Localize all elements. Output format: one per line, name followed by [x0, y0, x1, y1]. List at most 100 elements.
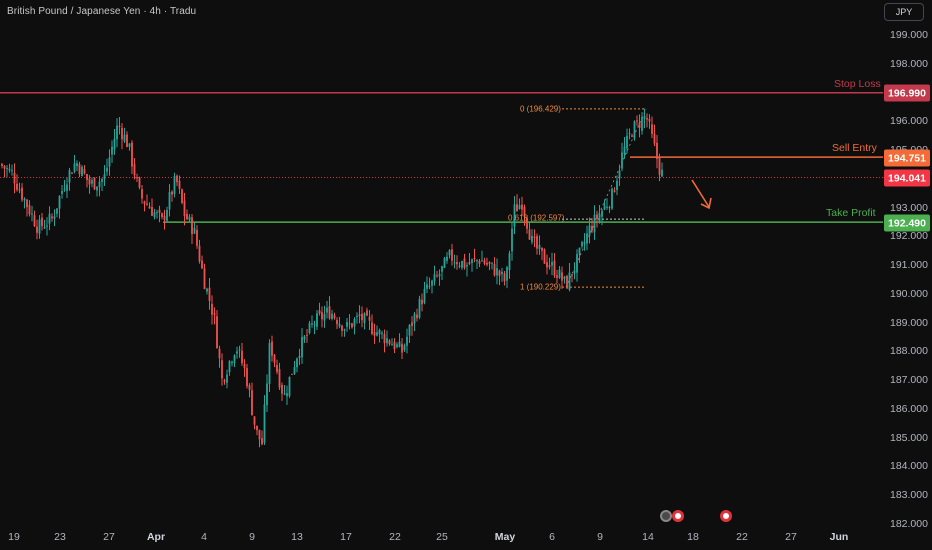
time-tick-label: 6 [549, 531, 555, 543]
candle-body [273, 354, 276, 363]
candle-body [36, 226, 38, 233]
price-tick-label: 199.000 [890, 29, 928, 41]
candle-body [233, 355, 236, 363]
price-tick-label: 184.000 [890, 460, 928, 473]
candle-body [133, 164, 136, 176]
candle-body [136, 177, 138, 179]
candle-body [88, 178, 91, 185]
candle-body [581, 242, 583, 247]
candle-body [326, 307, 328, 313]
candle-body [613, 190, 616, 192]
candle-body [433, 274, 436, 282]
candle-body [248, 385, 251, 390]
currency-button[interactable]: JPY [884, 3, 924, 21]
candle-body [73, 163, 76, 172]
candle-body [16, 183, 18, 190]
candle-body [483, 260, 486, 264]
candle-body [443, 258, 446, 268]
candle-body [148, 206, 151, 209]
candle-body [33, 215, 36, 227]
event-marker-icon[interactable] [720, 510, 732, 522]
stop-loss-label: Stop Loss [834, 78, 881, 90]
candle-body [28, 204, 31, 215]
candle-body [418, 298, 421, 318]
candle-body [646, 118, 648, 120]
candle-body [453, 262, 456, 264]
candle-body [63, 188, 66, 190]
candle-body [268, 343, 271, 384]
candle-body [473, 257, 476, 259]
candle-body [546, 262, 548, 268]
candle-body [653, 133, 656, 144]
price-tick-label: 183.000 [890, 489, 928, 501]
candle-body [623, 146, 626, 155]
candle-body [323, 313, 326, 321]
candle-body [306, 334, 308, 336]
candle-body [293, 367, 296, 374]
candle-body [576, 254, 578, 273]
candle-body [76, 163, 78, 167]
candle-body [463, 258, 466, 268]
candle-body [468, 262, 471, 264]
candle-body [56, 208, 58, 214]
candle-body [378, 329, 381, 335]
candle-body [188, 216, 191, 221]
time-tick-label: 9 [597, 531, 603, 543]
candle-body [498, 270, 501, 276]
candle-body [196, 229, 198, 246]
candle-body [573, 270, 576, 274]
candle-body [521, 204, 523, 210]
candle-body [593, 214, 596, 233]
candle-body [3, 165, 6, 169]
candle-body [636, 120, 638, 122]
candle-body [23, 198, 26, 201]
candle-body [336, 319, 338, 325]
candle-body [296, 358, 298, 368]
candle-body [553, 260, 556, 276]
flag-event-icon[interactable] [660, 510, 672, 522]
stop-loss-price-tag[interactable]: 196.990 [884, 84, 930, 102]
candle-body [66, 184, 68, 191]
candle-body [123, 134, 126, 142]
candle-body [396, 344, 398, 347]
candle-body [286, 393, 288, 397]
candle-body [516, 204, 518, 212]
candle-body [511, 228, 513, 252]
time-tick-label: 18 [687, 531, 699, 543]
take-profit-label: Take Profit [826, 207, 876, 219]
candle-body [486, 262, 488, 265]
candle-body [1, 164, 3, 166]
time-tick-label: 23 [54, 531, 66, 543]
candle-body [138, 177, 141, 188]
candle-body [596, 214, 598, 220]
candle-body [391, 344, 393, 346]
candle-body [96, 186, 98, 191]
candle-body [603, 205, 606, 210]
candle-body [81, 166, 83, 177]
time-tick-label: 22 [389, 531, 401, 543]
candle-body [213, 313, 216, 316]
candle-body [61, 190, 63, 194]
candle-body [563, 276, 566, 279]
candle-body [458, 265, 461, 267]
candle-body [658, 157, 661, 175]
take-profit-price-tag[interactable]: 192.490 [884, 214, 930, 232]
candle-body [298, 355, 301, 359]
candle-body [341, 325, 343, 331]
candle-body [478, 261, 481, 264]
candle-body [291, 373, 293, 375]
sell-entry-price-tag[interactable]: 194.751 [884, 149, 930, 167]
candle-body [161, 213, 163, 218]
candle-body [208, 287, 211, 301]
candle-body [543, 249, 546, 264]
event-marker-icon[interactable] [672, 510, 684, 522]
candle-body [638, 122, 641, 128]
candle-body [103, 174, 106, 180]
candle-body [551, 262, 553, 266]
sell-entry-label: Sell Entry [832, 142, 877, 154]
candle-body [203, 268, 206, 290]
candle-body [223, 379, 226, 382]
candle-body [568, 272, 571, 290]
